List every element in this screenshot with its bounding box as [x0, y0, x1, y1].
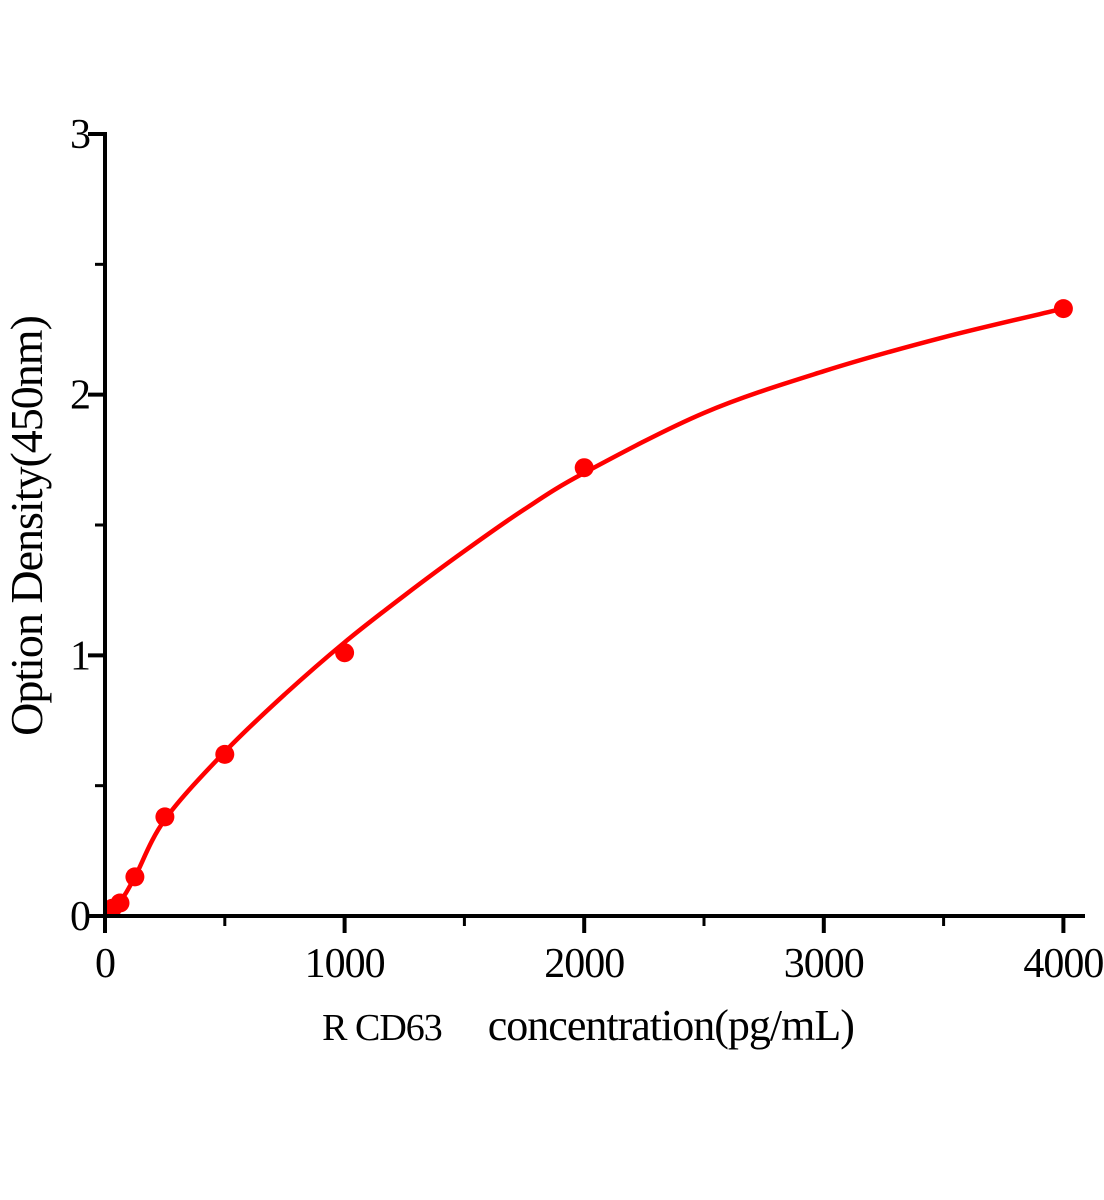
fit-curve: [105, 306, 1066, 918]
series-layer: [105, 299, 1073, 918]
data-point: [1053, 299, 1073, 319]
data-point: [155, 807, 175, 827]
axes-layer: [88, 132, 1085, 933]
data-point: [125, 867, 145, 887]
x-tick-label: 2000: [544, 941, 624, 987]
y-tick-label: 2: [70, 373, 90, 419]
x-tick-label: 3000: [784, 941, 864, 987]
data-point: [215, 744, 235, 764]
y-tick-label: 3: [70, 112, 90, 158]
data-point: [110, 893, 130, 913]
x-axis-title: R CD63 concentration(pg/mL): [322, 1001, 854, 1050]
x-tick-label: 0: [95, 941, 115, 987]
x-tick-label: 1000: [305, 941, 385, 987]
data-point: [335, 643, 355, 663]
y-tick-label: 1: [70, 633, 90, 679]
y-axis-title: Option Density(450nm): [1, 316, 52, 736]
x-tick-label: 4000: [1023, 941, 1103, 987]
y-tick-label: 0: [70, 894, 90, 940]
tick-label-layer: 0 1000 2000 3000 4000 0 1 2 3: [70, 112, 1104, 987]
x-axis-title-prefix: R CD63: [322, 1007, 442, 1049]
data-point: [574, 458, 594, 478]
x-axis-title-main: concentration(pg/mL): [488, 1001, 854, 1050]
